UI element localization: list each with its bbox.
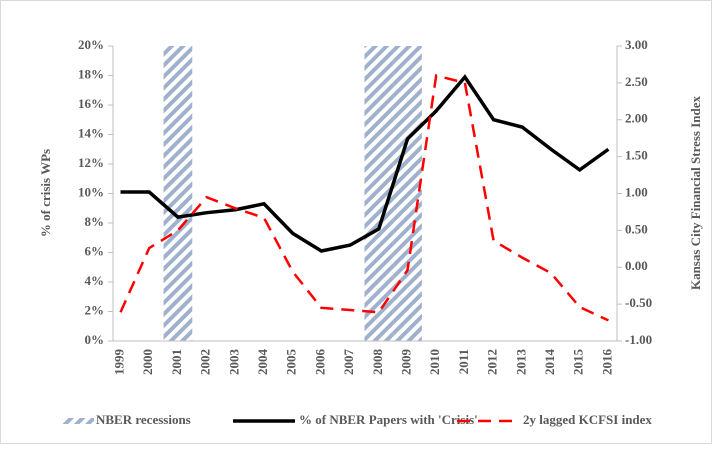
y2-tick-label: 2.00 (625, 111, 648, 126)
line-series (119, 73, 609, 322)
x-tick-label: 1999 (111, 349, 126, 376)
y-tick-label: 18% (78, 66, 104, 81)
bar (393, 46, 422, 341)
x-tick-label: 2009 (398, 349, 413, 376)
y2-tick-label: 0.50 (625, 221, 648, 236)
y-tick-label: 14% (78, 125, 104, 140)
y2-tick-label: 1.50 (625, 148, 648, 163)
y-tick-label: 0% (85, 332, 105, 347)
legend-label: NBER recessions (96, 412, 191, 427)
y2-tick-label: 1.00 (625, 184, 648, 199)
line-series (120, 74, 610, 253)
x-tick-label: 2002 (198, 349, 213, 375)
legend-swatch (62, 418, 94, 424)
y-tick-label: 20% (78, 37, 104, 52)
x-tick-label: 2003 (226, 349, 241, 376)
y-axis-label: % of crisis WPs (38, 149, 53, 237)
bar (163, 46, 193, 341)
y2-tick-label: 2.50 (625, 74, 648, 89)
x-tick-label: 2014 (542, 349, 557, 376)
legend-label: % of NBER Papers with 'Crisis' (299, 412, 478, 427)
y2-tick-label: -1.00 (625, 332, 652, 347)
x-tick-label: 2007 (341, 349, 356, 376)
x-tick-label: 2015 (571, 349, 586, 376)
y-tick-label: 4% (85, 273, 105, 288)
y2-tick-label: 0.00 (625, 258, 648, 273)
x-tick-label: 2016 (599, 349, 614, 376)
x-tick-label: 2000 (140, 349, 155, 375)
y-tick-label: 12% (78, 155, 104, 170)
y-tick-label: 8% (85, 214, 105, 229)
legend-label: 2y lagged KCFSI index (523, 412, 652, 427)
y-tick-label: 2% (85, 302, 105, 317)
y-tick-label: 16% (78, 96, 104, 111)
x-tick-label: 2010 (427, 349, 442, 375)
y2-tick-label: -0.50 (625, 295, 652, 310)
x-tick-label: 2008 (370, 349, 385, 376)
x-tick-label: 2004 (255, 349, 270, 376)
x-tick-label: 2006 (312, 349, 327, 376)
x-tick-label: 2011 (456, 349, 471, 374)
x-tick-label: 2012 (485, 349, 500, 375)
y2-tick-label: 3.00 (625, 37, 648, 52)
x-tick-label: 2013 (513, 349, 528, 376)
x-tick-label: 2005 (284, 349, 299, 376)
x-tick-label: 2001 (169, 349, 184, 375)
y-tick-label: 10% (78, 184, 104, 199)
y-tick-label: 6% (85, 243, 105, 258)
y2-axis-label: Kansas City Financial Stress Index (688, 95, 703, 290)
